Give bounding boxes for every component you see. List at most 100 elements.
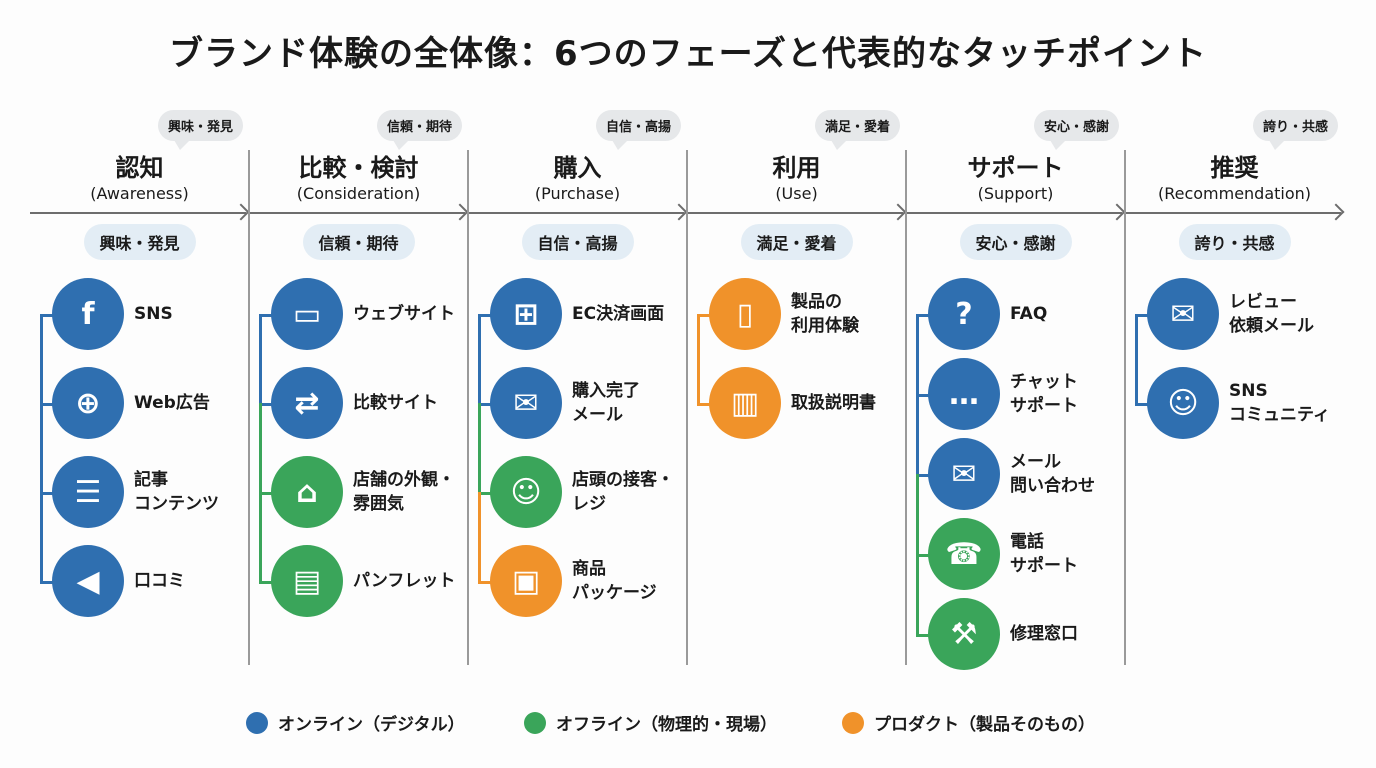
touchpoint-label: SNS コミュニティ bbox=[1229, 381, 1330, 425]
connector-line bbox=[40, 403, 43, 495]
touchpoint-item[interactable]: ▣ 商品 パッケージ bbox=[490, 545, 687, 617]
connector-line bbox=[478, 403, 481, 495]
touchpoint-item[interactable]: ▭ ウェブサイト bbox=[271, 278, 468, 350]
emotion-bubble: 信頼・期待 bbox=[376, 110, 462, 150]
connector-line bbox=[916, 474, 919, 557]
connector-stub bbox=[916, 634, 930, 637]
mail-star-icon: ✉ bbox=[1147, 278, 1219, 350]
touchpoint-label: EC決済画面 bbox=[572, 304, 665, 324]
phase-arrow bbox=[30, 212, 246, 214]
touchpoint-label: SNS bbox=[134, 304, 173, 324]
emotion-bubble: 満足・愛着 bbox=[814, 110, 900, 150]
touchpoint-item[interactable]: ▥ 取扱説明書 bbox=[709, 367, 906, 439]
chat-headset-icon: … bbox=[928, 358, 1000, 430]
connector-line bbox=[916, 394, 919, 477]
touchpoint-label: 店頭の接客・ レジ bbox=[572, 470, 674, 514]
touchpoint-item[interactable]: ☺ 店頭の接客・ レジ bbox=[490, 456, 687, 528]
touchpoint-label: 口コミ bbox=[134, 571, 185, 591]
sns-icon: f bbox=[52, 278, 124, 350]
touchpoint-item[interactable]: ⊞ EC決済画面 bbox=[490, 278, 687, 350]
touchpoint-item[interactable]: ◀ 口コミ bbox=[52, 545, 249, 617]
storefront-icon: ⌂ bbox=[271, 456, 343, 528]
phase-arrow bbox=[906, 212, 1122, 214]
phase-arrow bbox=[468, 212, 684, 214]
touchpoint-item[interactable]: ⌂ 店舗の外観・ 雰囲気 bbox=[271, 456, 468, 528]
phase-column-4: 満足・愛着 利用 (Use) 満足・愛着 ▯ 製品の 利用体験 ▥ 取扱説明書 bbox=[687, 0, 906, 700]
phase-title: 購入 bbox=[553, 154, 602, 182]
touchpoint-item[interactable]: ✉ メール 問い合わせ bbox=[928, 438, 1125, 510]
touchpoint-label: メール 問い合わせ bbox=[1010, 452, 1095, 496]
connector-stub bbox=[478, 492, 492, 495]
connector-stub bbox=[40, 403, 54, 406]
emotion-pill: 誇り・共感 bbox=[1178, 224, 1291, 260]
emotion-bubble: 誇り・共感 bbox=[1252, 110, 1338, 150]
emotion-bubble: 安心・感謝 bbox=[1033, 110, 1119, 150]
phase-subtitle: (Support) bbox=[977, 184, 1054, 203]
touchpoint-item[interactable]: ☺ SNS コミュニティ bbox=[1147, 367, 1344, 439]
emotion-pill: 自信・高揚 bbox=[521, 224, 634, 260]
legend-label: オフライン（物理的・現場） bbox=[556, 715, 777, 735]
connector-line bbox=[1135, 314, 1138, 406]
community-icon: ☺ bbox=[1147, 367, 1219, 439]
phase-subtitle: (Awareness) bbox=[90, 184, 189, 203]
emotion-pill: 安心・感謝 bbox=[959, 224, 1072, 260]
connector-line bbox=[259, 314, 262, 406]
touchpoint-label: チャット サポート bbox=[1010, 372, 1078, 416]
connector-stub bbox=[478, 403, 492, 406]
legend-item-offline: オフライン（物理的・現場） bbox=[524, 710, 777, 735]
connector-stub bbox=[478, 314, 492, 317]
mail-send-icon: ✉ bbox=[928, 438, 1000, 510]
connector-stub bbox=[1135, 314, 1149, 317]
emotion-bubble: 興味・発見 bbox=[157, 110, 243, 150]
connector-stub bbox=[478, 581, 492, 584]
touchpoint-item[interactable]: ? FAQ bbox=[928, 278, 1125, 350]
connector-stub bbox=[259, 314, 273, 317]
touchpoint-label: 製品の 利用体験 bbox=[791, 292, 859, 336]
phase-divider bbox=[467, 150, 469, 665]
touchpoint-item[interactable]: ☰ 記事 コンテンツ bbox=[52, 456, 249, 528]
phase-title: サポート bbox=[967, 154, 1064, 182]
phase-subtitle: (Consideration) bbox=[296, 184, 421, 203]
page-title: ブランド体験の全体像：6つのフェーズと代表的なタッチポイント bbox=[169, 34, 1207, 74]
phase-column-6: 誇り・共感 推奨 (Recommendation) 誇り・共感 ✉ レビュー 依頼メール ☺… bbox=[1125, 0, 1344, 700]
phase-subtitle: (Recommendation) bbox=[1157, 184, 1312, 203]
touchpoint-label: 記事 コンテンツ bbox=[134, 470, 219, 514]
phase-title: 比較・検討 bbox=[298, 154, 419, 182]
touchpoint-item[interactable]: ⇄ 比較サイト bbox=[271, 367, 468, 439]
phone-icon: ☎ bbox=[928, 518, 1000, 590]
legend-label: オンライン（デジタル） bbox=[278, 715, 465, 735]
globe-cursor-icon: ⊕ bbox=[52, 367, 124, 439]
connector-line bbox=[259, 492, 262, 584]
package-icon: ▣ bbox=[490, 545, 562, 617]
phase-divider bbox=[1124, 150, 1126, 665]
touchpoint-item[interactable]: ▯ 製品の 利用体験 bbox=[709, 278, 906, 350]
touchpoint-label: 修理窓口 bbox=[1010, 624, 1078, 644]
connector-line bbox=[40, 492, 43, 584]
connector-line bbox=[478, 314, 481, 406]
phase-divider bbox=[905, 150, 907, 665]
touchpoint-label: 比較サイト bbox=[353, 393, 438, 413]
tools-icon: ⚒ bbox=[928, 598, 1000, 670]
phase-divider bbox=[686, 150, 688, 665]
touchpoint-item[interactable]: ✉ レビュー 依頼メール bbox=[1147, 278, 1344, 350]
connector-line bbox=[916, 314, 919, 397]
cashier-icon: ☺ bbox=[490, 456, 562, 528]
touchpoint-label: 購入完了 メール bbox=[572, 381, 640, 425]
touchpoint-item[interactable]: ⚒ 修理窓口 bbox=[928, 598, 1125, 670]
touchpoint-label: レビュー 依頼メール bbox=[1229, 292, 1314, 336]
touchpoint-item[interactable]: f SNS bbox=[52, 278, 249, 350]
touchpoint-label: パンフレット bbox=[353, 571, 456, 591]
megaphone-icon: ◀ bbox=[52, 545, 124, 617]
touchpoint-item[interactable]: ☎ 電話 サポート bbox=[928, 518, 1125, 590]
faq-icon: ? bbox=[928, 278, 1000, 350]
touchpoint-item[interactable]: ▤ パンフレット bbox=[271, 545, 468, 617]
connector-stub bbox=[259, 492, 273, 495]
touchpoint-item[interactable]: … チャット サポート bbox=[928, 358, 1125, 430]
touchpoint-label: 商品 パッケージ bbox=[572, 559, 657, 603]
touchpoint-item[interactable]: ✉ 購入完了 メール bbox=[490, 367, 687, 439]
touchpoint-item[interactable]: ⊕ Web広告 bbox=[52, 367, 249, 439]
touchpoint-label: ウェブサイト bbox=[353, 304, 455, 324]
phase-arrow bbox=[1125, 212, 1341, 214]
connector-stub bbox=[40, 314, 54, 317]
phase-title: 認知 bbox=[115, 154, 164, 182]
